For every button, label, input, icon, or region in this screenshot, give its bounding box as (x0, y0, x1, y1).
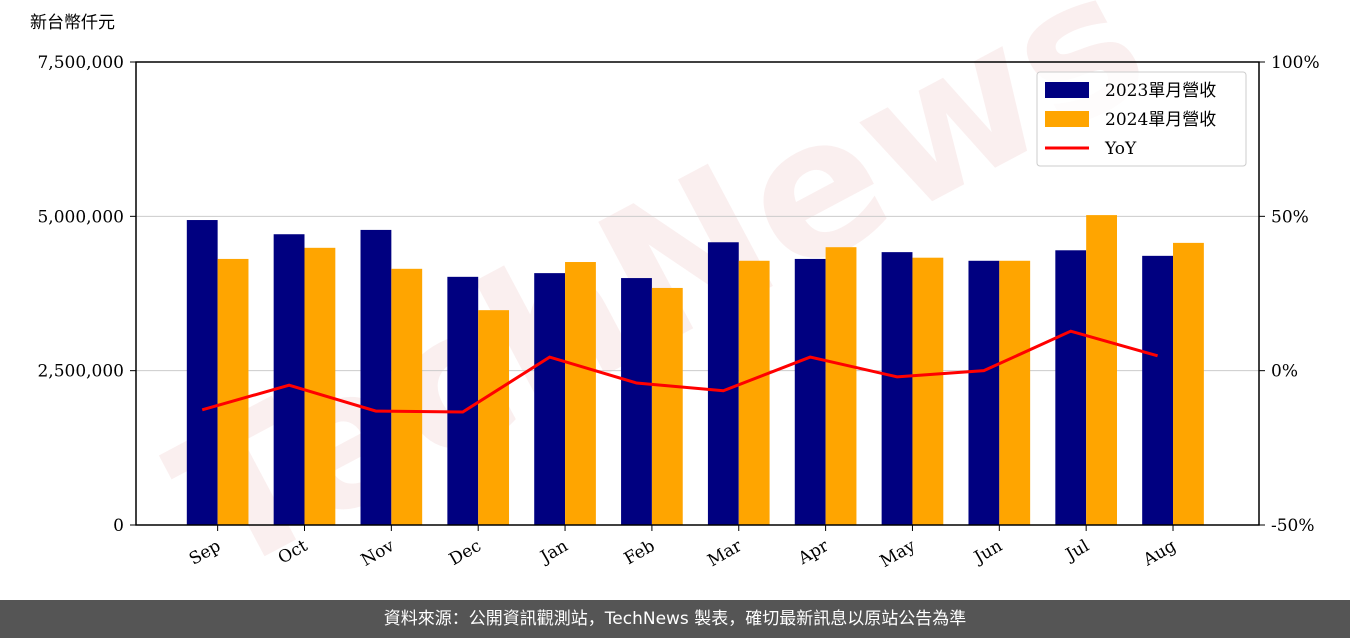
x-tick-label: Jul (1061, 536, 1093, 566)
bar (478, 310, 510, 525)
bar (273, 234, 305, 525)
legend-label: YoY (1104, 139, 1137, 159)
bar (707, 242, 739, 525)
bar (304, 247, 336, 526)
bar (360, 229, 392, 525)
y2-tick-label: -50% (1271, 516, 1315, 536)
y-tick-label: 7,500,000 (37, 53, 124, 73)
legend-label: 2024單月營收 (1105, 110, 1216, 130)
y-tick-label: 2,500,000 (37, 362, 124, 382)
footer: 資料來源：公開資訊觀測站，TechNews 製表，確切最新訊息以原站公告為準 (0, 600, 1350, 638)
bar (999, 260, 1031, 525)
bar (794, 258, 826, 525)
bar (186, 220, 218, 525)
x-tick-label: Mar (704, 536, 746, 572)
y-tick-label: 5,000,000 (37, 207, 124, 227)
bar (1173, 242, 1204, 525)
bar (912, 257, 944, 525)
legend-swatch (1045, 111, 1089, 127)
x-tick-label: Jun (969, 536, 1006, 569)
x-tick-label: Aug (1139, 536, 1180, 571)
bar (881, 252, 913, 525)
chart: 新台幣仟元 TechNews02,500,0005,000,0007,500,0… (30, 0, 1320, 618)
y2-tick-label: 0% (1271, 362, 1298, 382)
bar (447, 276, 479, 525)
x-tick-label: Jan (536, 536, 572, 568)
y2-tick-label: 100% (1271, 53, 1320, 73)
x-tick-label: Feb (621, 536, 659, 569)
bar (1055, 250, 1087, 525)
yoy-line (201, 329, 1159, 414)
x-tick-label: May (877, 536, 920, 572)
bar (968, 260, 1000, 525)
bar (825, 247, 857, 525)
legend-box (1036, 71, 1247, 167)
bar (565, 262, 596, 525)
x-tick-label: Dec (446, 536, 485, 570)
bar (1142, 255, 1174, 526)
x-tick-label: Apr (794, 536, 833, 570)
bar (651, 287, 683, 525)
bar (391, 268, 423, 525)
plot-frame (135, 61, 1260, 526)
legend-label: 2023單月營收 (1105, 81, 1216, 101)
legend-swatch (1045, 82, 1089, 98)
y-axis-label: 新台幣仟元 (30, 13, 115, 33)
y-tick-label: 0 (113, 516, 124, 536)
bar (1086, 215, 1117, 525)
bar (217, 258, 249, 525)
bar (534, 273, 566, 525)
bar (621, 278, 652, 525)
bar (738, 260, 770, 525)
y2-tick-label: 50% (1271, 207, 1309, 227)
